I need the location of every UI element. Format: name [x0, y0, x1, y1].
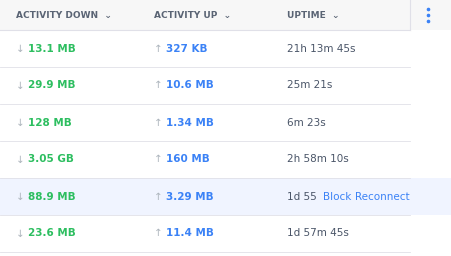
Text: 128 MB: 128 MB: [28, 118, 72, 127]
Text: ↓: ↓: [16, 118, 25, 127]
Text: ↑: ↑: [154, 191, 162, 201]
Text: 160 MB: 160 MB: [166, 155, 209, 165]
Text: ↑: ↑: [154, 155, 162, 165]
Text: 1.34 MB: 1.34 MB: [166, 118, 213, 127]
Text: Reconnect: Reconnect: [354, 191, 409, 201]
Text: ↓: ↓: [16, 80, 25, 91]
Text: ↓: ↓: [16, 44, 25, 54]
Text: 6m 23s: 6m 23s: [286, 118, 325, 127]
Text: ACTIVITY UP  ⌄: ACTIVITY UP ⌄: [154, 10, 230, 19]
Bar: [0, 178, 451, 215]
Text: ↑: ↑: [154, 229, 162, 239]
Text: 1d 57m 45s: 1d 57m 45s: [286, 229, 348, 239]
Text: ACTIVITY DOWN  ⌄: ACTIVITY DOWN ⌄: [16, 10, 112, 19]
Text: Block: Block: [322, 191, 350, 201]
Text: 1d 55: 1d 55: [286, 191, 316, 201]
Text: 11.4 MB: 11.4 MB: [166, 229, 213, 239]
Text: ↑: ↑: [154, 80, 162, 91]
Text: 21h 13m 45s: 21h 13m 45s: [286, 44, 355, 54]
Text: ↓: ↓: [16, 229, 25, 239]
Text: ↓: ↓: [16, 191, 25, 201]
Text: 3.29 MB: 3.29 MB: [166, 191, 213, 201]
Text: 23.6 MB: 23.6 MB: [28, 229, 76, 239]
Bar: [0, 0, 451, 30]
Text: 29.9 MB: 29.9 MB: [28, 80, 75, 91]
Text: ↑: ↑: [154, 118, 162, 127]
Text: UPTIME  ⌄: UPTIME ⌄: [286, 10, 339, 19]
Text: 13.1 MB: 13.1 MB: [28, 44, 76, 54]
Text: ↓: ↓: [16, 155, 25, 165]
Text: 25m 21s: 25m 21s: [286, 80, 331, 91]
Text: 88.9 MB: 88.9 MB: [28, 191, 75, 201]
Text: 327 KB: 327 KB: [166, 44, 207, 54]
Text: 2h 58m 10s: 2h 58m 10s: [286, 155, 348, 165]
Text: 3.05 GB: 3.05 GB: [28, 155, 74, 165]
Text: 10.6 MB: 10.6 MB: [166, 80, 213, 91]
Text: ↑: ↑: [154, 44, 162, 54]
